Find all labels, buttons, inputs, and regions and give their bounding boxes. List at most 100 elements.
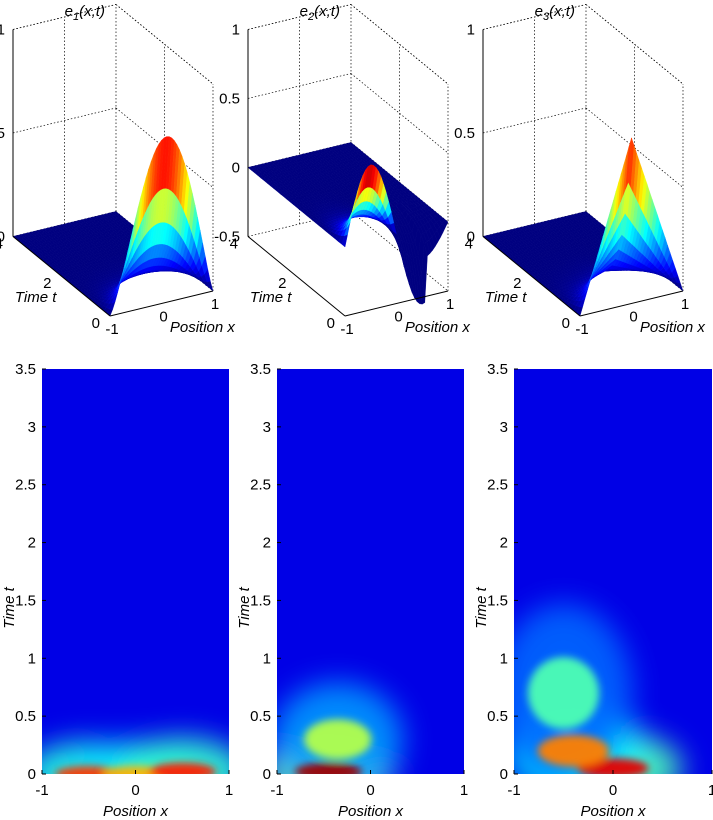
grid-z-line bbox=[482, 107, 587, 134]
title-base: e bbox=[65, 3, 73, 20]
y-tick-label: 2 bbox=[263, 535, 271, 552]
grid-z-line bbox=[12, 4, 117, 30]
title-args: (x,t) bbox=[314, 3, 340, 20]
position-tick-label: 0 bbox=[394, 309, 402, 326]
z-tick-label: 1 bbox=[467, 21, 475, 38]
y-tick-label: 1 bbox=[28, 650, 36, 667]
grid-z-line bbox=[12, 107, 117, 134]
y-tick-label: 1.5 bbox=[250, 592, 271, 609]
heatmap-hotspot bbox=[527, 657, 600, 729]
y-tick-label: 2.5 bbox=[250, 477, 271, 494]
x-tick-label: 0 bbox=[131, 782, 139, 799]
time-axis-label: Time t bbox=[473, 586, 490, 628]
time-tick-label: 4 bbox=[230, 235, 238, 252]
time-axis-line bbox=[247, 236, 346, 317]
grid-z-line bbox=[247, 4, 352, 30]
position-axis-label: Position x bbox=[103, 803, 169, 820]
time-axis-label: Time t bbox=[15, 289, 57, 306]
z-tick-label: 1 bbox=[232, 21, 240, 38]
y-tick-label: 1.5 bbox=[487, 592, 508, 609]
y-tick-label: 3 bbox=[28, 419, 36, 436]
heatmap-image bbox=[42, 369, 229, 774]
position-axis-line bbox=[109, 290, 214, 317]
y-tick-label: 3.5 bbox=[487, 361, 508, 378]
y-tick-label: 3.5 bbox=[15, 361, 36, 378]
y-tick-label: 2 bbox=[500, 535, 508, 552]
panel-title: e1(x,t) bbox=[65, 3, 105, 23]
y-tick-label: 1.5 bbox=[15, 592, 36, 609]
x-tick-label: 1 bbox=[225, 782, 233, 799]
z-tick-label: -0.5 bbox=[214, 228, 240, 245]
position-tick-label: 0 bbox=[629, 309, 637, 326]
x-tick-label: 0 bbox=[609, 782, 617, 799]
surface-panel-3: 0 0.5 1 0 2 4 -1 0 1 Position x Time t e3(x,t) bbox=[454, 3, 705, 338]
z-tick-label: 1 bbox=[0, 21, 5, 38]
heatmap-core bbox=[527, 657, 649, 774]
time-tick-label: 0 bbox=[92, 315, 100, 332]
position-tick-label: 1 bbox=[681, 296, 689, 313]
position-axis-line bbox=[344, 290, 449, 317]
heatmap-background bbox=[42, 369, 229, 774]
heatmap-hotspot bbox=[148, 762, 216, 774]
position-axis-label: Position x bbox=[170, 319, 236, 336]
time-tick-label: 2 bbox=[278, 275, 286, 292]
x-tick-label: 0 bbox=[366, 782, 374, 799]
heatmap-core bbox=[294, 719, 372, 774]
title-subscript: 2 bbox=[307, 11, 314, 23]
x-tick-label: -1 bbox=[507, 782, 520, 799]
title-args: (x,t) bbox=[549, 3, 575, 20]
time-tick-label: 0 bbox=[327, 315, 335, 332]
time-tick-label: 2 bbox=[43, 275, 51, 292]
title-base: e bbox=[300, 3, 308, 20]
z-tick-label: 0.5 bbox=[219, 90, 240, 107]
position-axis-label: Position x bbox=[640, 319, 706, 336]
time-tick-label: 4 bbox=[0, 235, 3, 252]
y-tick-label: 3.5 bbox=[250, 361, 271, 378]
x-tick-label: 1 bbox=[460, 782, 468, 799]
x-tick-label: -1 bbox=[35, 782, 48, 799]
z-tick-label: 0 bbox=[232, 159, 240, 176]
y-tick-label: 1 bbox=[263, 650, 271, 667]
position-tick-label: -1 bbox=[340, 321, 353, 338]
y-tick-label: 0 bbox=[500, 766, 508, 783]
y-tick-label: 2.5 bbox=[15, 477, 36, 494]
z-tick-label: 0.5 bbox=[0, 125, 5, 142]
heatmap-hotspot bbox=[294, 762, 363, 774]
time-axis-label: Time t bbox=[1, 586, 18, 628]
heatmap-hotspot bbox=[537, 734, 610, 767]
panel-title: e2(x,t) bbox=[300, 3, 340, 23]
heatmap-hotspot bbox=[304, 719, 372, 760]
time-axis-label: Time t bbox=[236, 586, 253, 628]
heatmap-core bbox=[55, 762, 216, 774]
z-tick-label: 0.5 bbox=[454, 125, 475, 142]
position-axis-label: Position x bbox=[580, 803, 646, 820]
time-axis-line bbox=[482, 236, 581, 317]
position-tick-label: -1 bbox=[575, 321, 588, 338]
title-subscript: 3 bbox=[543, 11, 550, 23]
position-tick-label: 0 bbox=[159, 309, 167, 326]
grid-z-line bbox=[247, 73, 352, 99]
x-tick-label: -1 bbox=[270, 782, 283, 799]
y-tick-label: 3 bbox=[500, 419, 508, 436]
title-subscript: 1 bbox=[73, 11, 79, 23]
position-tick-label: -1 bbox=[105, 321, 118, 338]
y-tick-label: 0.5 bbox=[250, 708, 271, 725]
position-axis-line bbox=[579, 290, 684, 317]
heatmap-image bbox=[277, 369, 464, 774]
y-tick-label: 3 bbox=[263, 419, 271, 436]
panel-title: e3(x,t) bbox=[535, 3, 575, 23]
y-tick-label: 0 bbox=[28, 766, 36, 783]
position-tick-label: 1 bbox=[211, 296, 219, 313]
time-axis-label: Time t bbox=[250, 289, 292, 306]
time-tick-label: 4 bbox=[465, 235, 473, 252]
time-tick-label: 2 bbox=[513, 275, 521, 292]
time-tick-label: 0 bbox=[562, 315, 570, 332]
position-tick-label: 1 bbox=[446, 296, 454, 313]
